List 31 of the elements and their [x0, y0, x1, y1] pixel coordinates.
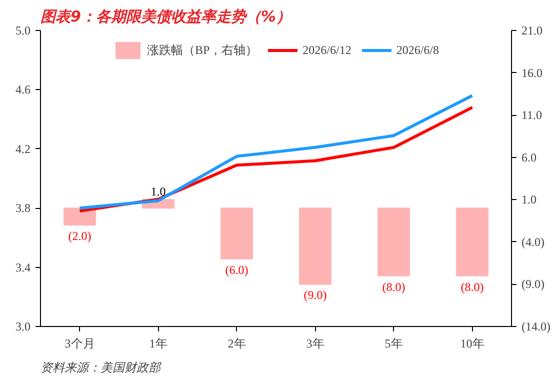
x-tick-label: 5年: [384, 336, 403, 350]
x-tick-label: 10年: [460, 336, 484, 350]
y-tick-label: 3.4: [16, 260, 30, 274]
y2-tick-label: 16.0: [522, 66, 542, 80]
y2-tick-label: 1.0: [522, 192, 536, 207]
legend-label: 2026/6/8: [396, 42, 440, 58]
y2-tick-label: (4.0): [522, 234, 544, 249]
y2-tick-label: 21.0: [522, 24, 542, 38]
x-tick-label: 2年: [228, 336, 246, 350]
x-tick-label: 3年: [306, 336, 324, 350]
legend-label: 2026/6/12: [302, 42, 352, 58]
y-tick-label: 3.0: [16, 320, 30, 334]
y2-tick-label: (9.0): [522, 277, 544, 292]
y-tick-label: 5.0: [16, 24, 30, 38]
data-label: (2.0): [68, 229, 92, 244]
y2-tick-label: 11.0: [522, 108, 542, 122]
x-tick-label: 1年: [149, 336, 168, 350]
text: 资料来源：美国财政部: [40, 360, 162, 374]
data-label: (9.0): [304, 288, 327, 302]
y-tick-label: 3.8: [16, 201, 30, 216]
y-tick-label: 4.6: [16, 82, 30, 97]
data-label: (8.0): [382, 280, 406, 294]
y-tick-label: 4.2: [16, 142, 30, 156]
data-label: (8.0): [460, 280, 484, 294]
data-label: (6.0): [225, 262, 248, 277]
data-label: 1.0: [150, 184, 166, 199]
x-tick-label: 3个月: [64, 336, 95, 350]
legend-label: 涨跌幅（BP，右轴）: [146, 42, 258, 58]
y2-tick-label: 6.0: [522, 150, 536, 164]
chart-title: 图表9：各期限美债收益率走势（%）: [40, 8, 291, 26]
y2-tick-label: (14.0): [522, 320, 550, 334]
